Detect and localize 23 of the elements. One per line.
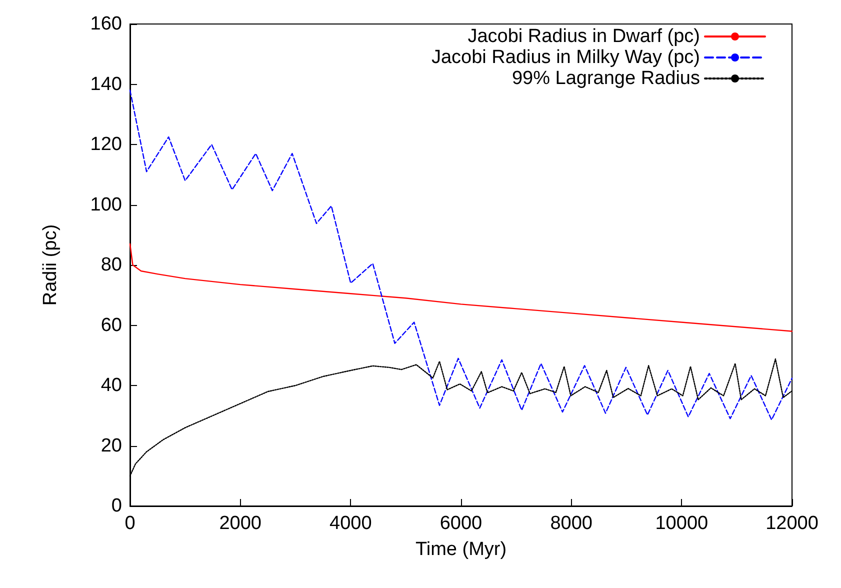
legend-label: Jacobi Radius in Milky Way (pc) [431, 47, 700, 68]
y-tick-label: 20 [100, 435, 122, 456]
x-tick-label: 8000 [550, 513, 592, 534]
x-tick-label: 2000 [219, 513, 262, 534]
y-tick-label: 120 [90, 134, 122, 155]
y-tick-label: 160 [90, 14, 122, 34]
y-tick-label: 40 [100, 375, 122, 396]
y-tick-label: 0 [111, 496, 122, 516]
y-tick-label: 100 [90, 194, 122, 216]
x-tick-label: 6000 [440, 513, 482, 534]
x-axis-title: Time (Myr) [415, 539, 507, 560]
x-tick-label: 4000 [330, 513, 372, 534]
x-tick-label: 12000 [766, 513, 818, 534]
y-tick-label: 60 [100, 314, 122, 336]
line-series [129, 243, 793, 332]
legend-label: Jacobi Radius in Dwarf (pc) [468, 26, 700, 47]
y-axis-title: Radii (pc) [40, 224, 61, 306]
line-series [129, 90, 793, 420]
x-tick-label: 0 [124, 513, 136, 534]
x-tick-label: 10000 [655, 513, 708, 534]
y-tick-label: 140 [90, 74, 122, 95]
y-tick-label: 80 [100, 254, 122, 276]
legend-label: 99% Lagrange Radius [512, 68, 700, 89]
